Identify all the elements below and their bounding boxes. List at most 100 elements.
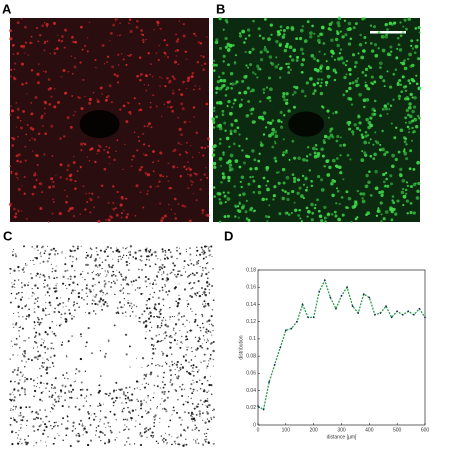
cell (116, 307, 119, 309)
cell (201, 251, 203, 254)
cell (191, 392, 194, 395)
cell (153, 291, 156, 294)
cell (179, 366, 182, 370)
cell (149, 427, 152, 430)
cell (227, 191, 230, 194)
cell (74, 40, 77, 44)
cell (32, 425, 35, 428)
cell (37, 428, 39, 431)
cell (89, 405, 91, 407)
cell (15, 126, 18, 128)
cell (398, 78, 402, 83)
cell (397, 150, 401, 154)
cell (384, 22, 388, 27)
cell (413, 51, 417, 55)
cell (36, 245, 39, 248)
cell (407, 113, 410, 117)
cell (205, 262, 208, 265)
cell (339, 136, 342, 139)
cell (333, 78, 337, 82)
x-tick-label: 200 (309, 427, 318, 433)
cell (197, 262, 199, 265)
cell (104, 98, 108, 102)
cell (258, 34, 262, 38)
cell (153, 315, 156, 318)
cell (40, 255, 42, 258)
cell (402, 25, 405, 28)
cell (189, 273, 192, 276)
cell (103, 148, 106, 152)
cell (50, 177, 54, 181)
cell (233, 185, 236, 188)
cell (78, 96, 81, 100)
cell (368, 170, 371, 173)
cell (257, 190, 262, 195)
cell (178, 294, 180, 297)
cell (232, 43, 235, 47)
cell (224, 36, 228, 41)
cell (23, 380, 26, 383)
cell (305, 81, 309, 85)
cell (10, 292, 13, 295)
cell (141, 415, 144, 418)
cell (34, 418, 37, 421)
cell (379, 201, 383, 205)
cell (125, 254, 128, 257)
cell (184, 289, 186, 291)
cell (119, 203, 123, 207)
cell (373, 109, 376, 112)
cell (82, 185, 85, 188)
cell (115, 207, 117, 209)
cell (398, 48, 403, 52)
cell (309, 31, 313, 35)
cell (57, 395, 60, 398)
cell (329, 133, 334, 137)
cell (24, 441, 27, 444)
cell (175, 39, 179, 43)
cell (25, 406, 28, 409)
cell (172, 105, 174, 108)
cell (43, 41, 46, 45)
cell (103, 280, 105, 282)
cell (82, 429, 85, 431)
cell (120, 258, 122, 260)
cell (72, 281, 75, 284)
point (262, 408, 265, 411)
cell (365, 213, 368, 216)
cell (155, 275, 159, 278)
cell (194, 428, 196, 430)
cell (139, 259, 141, 261)
cell (107, 272, 109, 274)
cell (167, 294, 169, 296)
cell (108, 440, 111, 443)
cell (171, 414, 173, 416)
cell (249, 90, 252, 93)
cell (382, 180, 386, 184)
cell (229, 111, 233, 116)
panel-label: A (2, 1, 12, 16)
cell (226, 214, 230, 218)
cell (186, 305, 189, 308)
cell (223, 121, 227, 125)
cell (166, 273, 169, 276)
cell (204, 440, 207, 443)
cell (58, 324, 61, 327)
cell (81, 423, 84, 425)
cell (17, 153, 21, 157)
cell (185, 339, 187, 341)
cell (191, 71, 194, 75)
cell (394, 157, 398, 162)
cell (71, 35, 74, 38)
cell (17, 367, 20, 369)
cell (14, 255, 18, 258)
cell (157, 363, 159, 366)
cell (374, 186, 379, 191)
cell (212, 63, 216, 67)
cell (133, 97, 136, 100)
cell (239, 180, 242, 183)
cell (319, 91, 324, 96)
cell (161, 250, 165, 253)
cell (156, 340, 160, 343)
cell (212, 267, 214, 270)
cell (218, 157, 223, 161)
